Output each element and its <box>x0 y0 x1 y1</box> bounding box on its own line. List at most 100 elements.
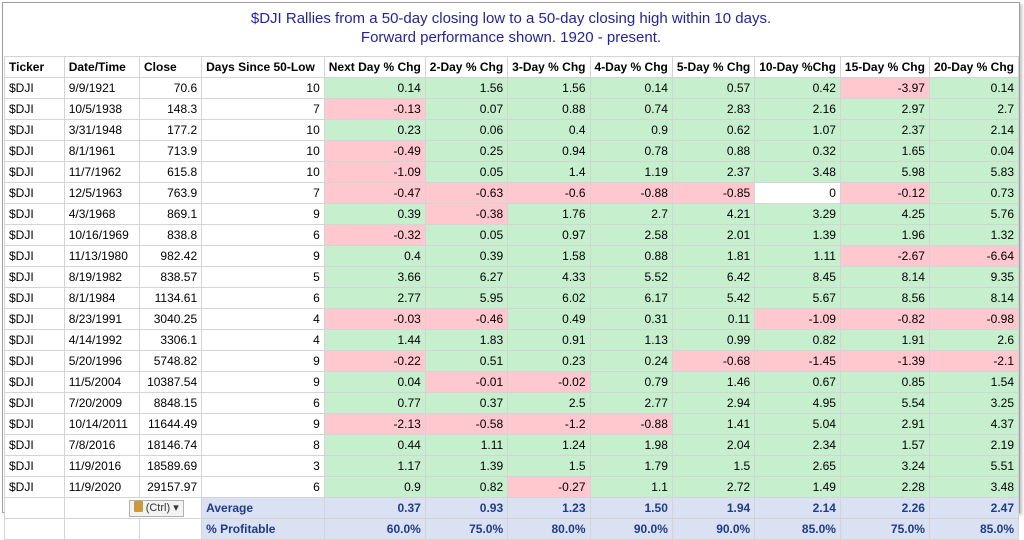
cell-3-day[interactable]: 1.76 <box>507 203 591 225</box>
cell-next-day[interactable]: 0.39 <box>323 203 426 225</box>
header-days-since-low[interactable]: Days Since 50-Low <box>201 56 325 78</box>
cell-10-day[interactable]: 3.48 <box>754 161 841 183</box>
cell-ticker[interactable]: $DJI <box>4 140 65 162</box>
cell-4-day[interactable]: 2.58 <box>589 224 673 246</box>
cell-4-day[interactable]: 0.79 <box>589 371 673 393</box>
cell-3-day[interactable]: 1.4 <box>507 161 591 183</box>
cell-3-day[interactable]: -1.2 <box>507 413 591 435</box>
cell-15-day[interactable]: -3.97 <box>839 77 930 99</box>
cell-5-day[interactable]: 0.57 <box>671 77 756 99</box>
cell-20-day[interactable]: 5.51 <box>928 455 1020 477</box>
cell-next-day[interactable]: 0.23 <box>323 119 426 141</box>
cell-days-since-low[interactable]: 10 <box>201 140 325 162</box>
cell-15-day[interactable]: 2.91 <box>839 413 930 435</box>
cell-5-day[interactable]: 1.81 <box>671 245 756 267</box>
cell-ticker[interactable]: $DJI <box>4 476 65 498</box>
cell-close[interactable]: 11644.49 <box>138 413 203 435</box>
cell-20-day[interactable]: 5.83 <box>928 161 1020 183</box>
cell-date[interactable]: 11/7/1962 <box>63 161 140 183</box>
cell-20-day[interactable]: 1.54 <box>928 371 1020 393</box>
cell-2-day[interactable]: 0.51 <box>424 350 509 372</box>
cell-next-day[interactable]: 0.14 <box>323 77 426 99</box>
cell-ticker[interactable]: $DJI <box>4 203 65 225</box>
cell-5-day[interactable]: 4.21 <box>671 203 756 225</box>
cell-5-day[interactable]: 6.42 <box>671 266 756 288</box>
cell-2-day[interactable]: 1.56 <box>424 77 509 99</box>
cell-next-day[interactable]: -0.03 <box>323 308 426 330</box>
cell-15-day[interactable]: -2.67 <box>839 245 930 267</box>
cell-5-day[interactable]: 2.37 <box>671 161 756 183</box>
cell-date[interactable]: 8/1/1984 <box>63 287 140 309</box>
cell-date[interactable]: 9/9/1921 <box>63 77 140 99</box>
cell-3-day[interactable]: -0.27 <box>507 476 591 498</box>
cell-4-day[interactable]: 0.78 <box>589 140 673 162</box>
cell-20-day[interactable]: 1.32 <box>928 224 1020 246</box>
cell-2-day[interactable]: -0.63 <box>424 182 509 204</box>
cell-next-day[interactable]: 0.4 <box>323 245 426 267</box>
cell-5-day[interactable]: 5.42 <box>671 287 756 309</box>
cell-3-day[interactable]: 0.97 <box>507 224 591 246</box>
cell-15-day[interactable]: 2.37 <box>839 119 930 141</box>
cell-2-day[interactable]: 1.11 <box>424 434 509 456</box>
cell-2-day[interactable]: 6.27 <box>424 266 509 288</box>
cell-date[interactable]: 10/14/2011 <box>63 413 140 435</box>
profitable-value[interactable]: 75.0% <box>839 518 930 540</box>
cell-15-day[interactable]: 8.56 <box>839 287 930 309</box>
cell-5-day[interactable]: 1.46 <box>671 371 756 393</box>
cell-3-day[interactable]: 2.5 <box>507 392 591 414</box>
cell-days-since-low[interactable]: 9 <box>201 350 325 372</box>
average-value[interactable]: 1.23 <box>507 497 591 519</box>
cell-10-day[interactable]: -1.45 <box>754 350 841 372</box>
cell-close[interactable]: 8848.15 <box>138 392 203 414</box>
cell-2-day[interactable]: 0.39 <box>424 245 509 267</box>
cell-next-day[interactable]: -0.13 <box>323 98 426 120</box>
cell-20-day[interactable]: 8.14 <box>928 287 1020 309</box>
cell-close[interactable]: 615.8 <box>138 161 203 183</box>
cell-2-day[interactable]: 0.07 <box>424 98 509 120</box>
cell-3-day[interactable]: 1.58 <box>507 245 591 267</box>
cell-3-day[interactable]: 4.33 <box>507 266 591 288</box>
cell-4-day[interactable]: 0.24 <box>589 350 673 372</box>
cell-ticker[interactable]: $DJI <box>4 287 65 309</box>
cell-ticker[interactable]: $DJI <box>4 329 65 351</box>
average-value[interactable]: 2.14 <box>754 497 841 519</box>
cell-next-day[interactable]: 0.44 <box>323 434 426 456</box>
cell-next-day[interactable]: -0.22 <box>323 350 426 372</box>
cell-days-since-low[interactable]: 3 <box>201 455 325 477</box>
cell-2-day[interactable]: 0.37 <box>424 392 509 414</box>
cell-2-day[interactable]: 0.06 <box>424 119 509 141</box>
cell-4-day[interactable]: 0.9 <box>589 119 673 141</box>
cell-15-day[interactable]: 4.25 <box>839 203 930 225</box>
cell-close[interactable]: 869.1 <box>138 203 203 225</box>
profitable-value[interactable]: 90.0% <box>671 518 756 540</box>
cell-close[interactable]: 763.9 <box>138 182 203 204</box>
cell-close[interactable]: 148.3 <box>138 98 203 120</box>
cell-date[interactable]: 11/9/2020 <box>63 476 140 498</box>
cell-close[interactable]: 1134.61 <box>138 287 203 309</box>
cell-10-day[interactable]: 5.67 <box>754 287 841 309</box>
cell-next-day[interactable]: -0.32 <box>323 224 426 246</box>
cell-5-day[interactable]: 1.41 <box>671 413 756 435</box>
cell-date[interactable]: 11/13/1980 <box>63 245 140 267</box>
cell-close[interactable]: 18589.69 <box>138 455 203 477</box>
cell-20-day[interactable]: 2.7 <box>928 98 1020 120</box>
header-next-day[interactable]: Next Day % Chg <box>323 56 426 78</box>
average-value[interactable]: 1.50 <box>589 497 673 519</box>
cell-4-day[interactable]: 1.13 <box>589 329 673 351</box>
profitable-value[interactable]: 85.0% <box>754 518 841 540</box>
cell-15-day[interactable]: 1.91 <box>839 329 930 351</box>
cell-10-day[interactable]: 3.29 <box>754 203 841 225</box>
cell-days-since-low[interactable]: 6 <box>201 392 325 414</box>
cell-3-day[interactable]: -0.6 <box>507 182 591 204</box>
cell-days-since-low[interactable]: 9 <box>201 203 325 225</box>
cell-10-day[interactable]: 0.67 <box>754 371 841 393</box>
cell-10-day[interactable]: 1.07 <box>754 119 841 141</box>
cell-3-day[interactable]: 1.56 <box>507 77 591 99</box>
cell-15-day[interactable]: 5.98 <box>839 161 930 183</box>
cell-4-day[interactable]: 2.7 <box>589 203 673 225</box>
cell-4-day[interactable]: 0.14 <box>589 77 673 99</box>
cell-ticker[interactable]: $DJI <box>4 413 65 435</box>
cell-next-day[interactable]: -0.47 <box>323 182 426 204</box>
cell-20-day[interactable]: 5.76 <box>928 203 1020 225</box>
cell-next-day[interactable]: 1.17 <box>323 455 426 477</box>
